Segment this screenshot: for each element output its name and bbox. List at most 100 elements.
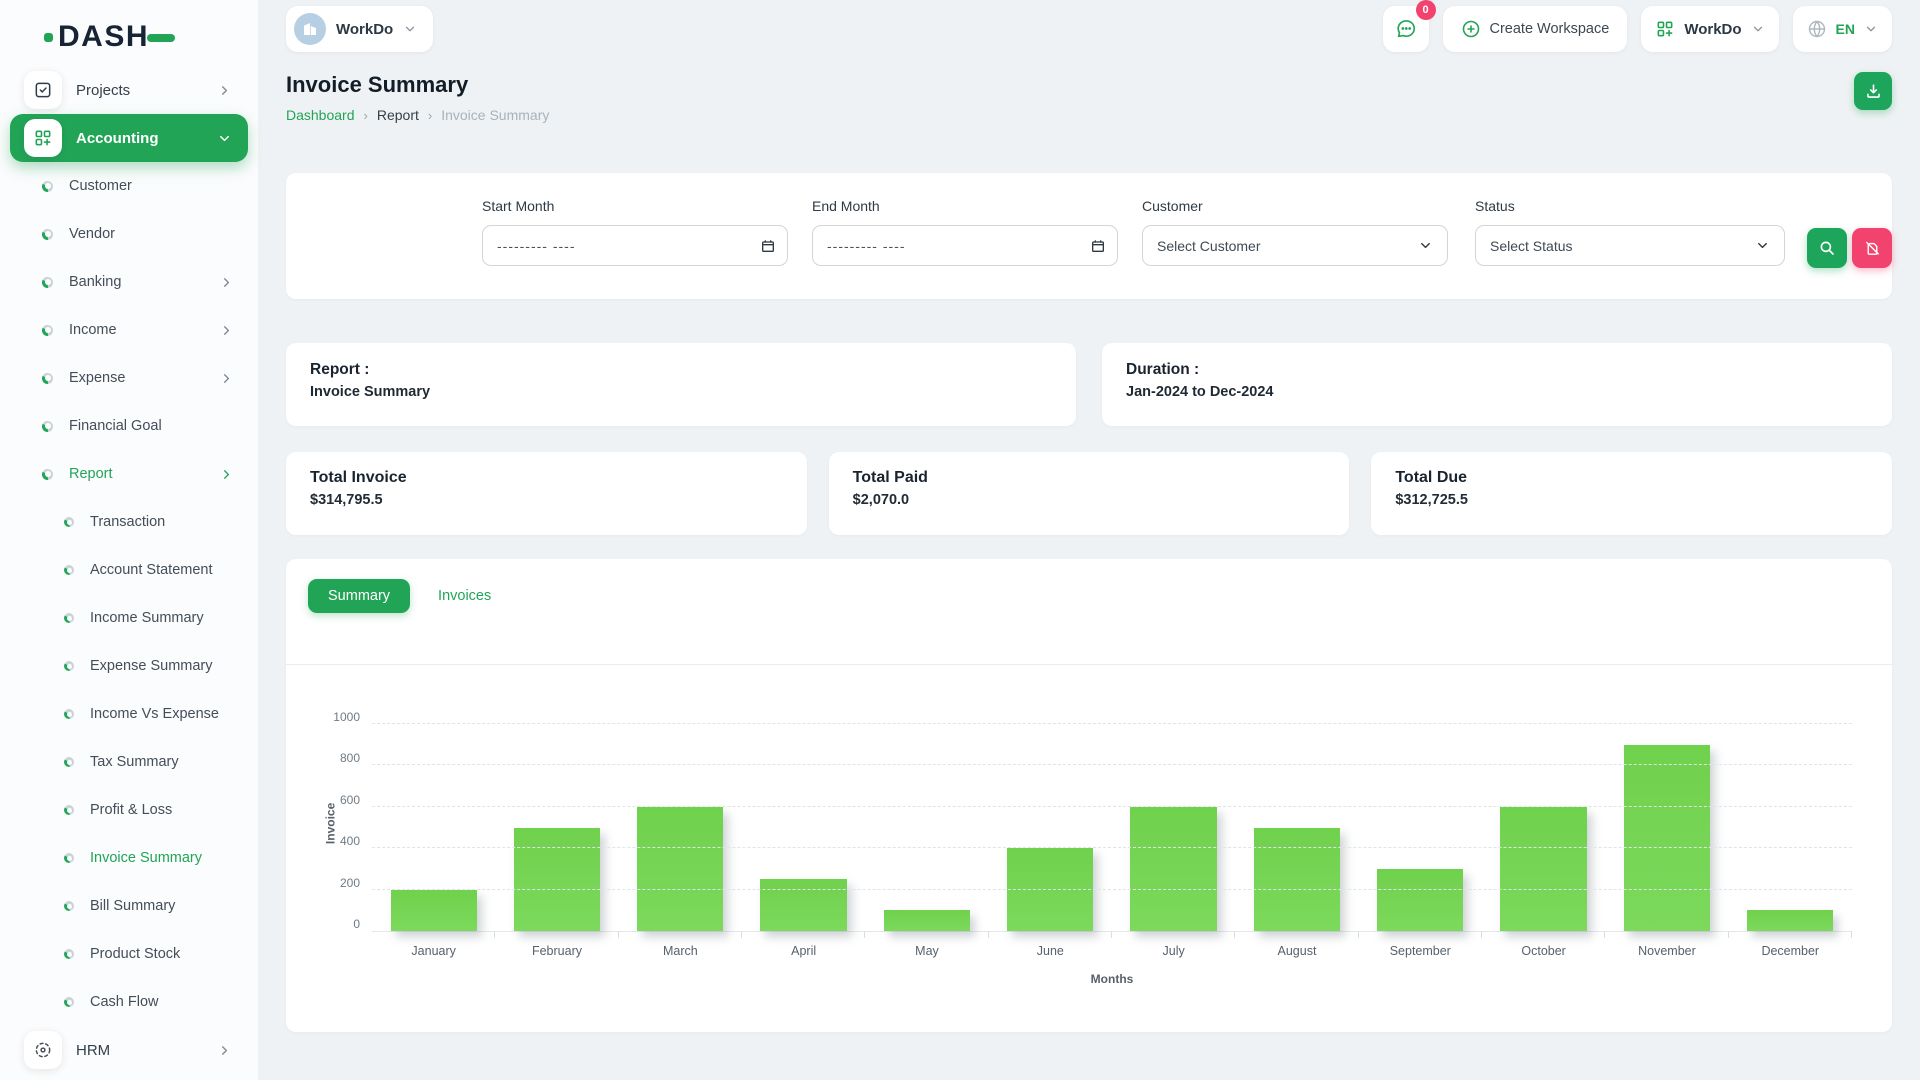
chevron-right-icon <box>219 275 234 290</box>
chevron-right-icon <box>219 467 234 482</box>
x-axis-label: November <box>1638 944 1696 958</box>
page-title: Invoice Summary <box>286 72 469 97</box>
bar-march[interactable] <box>637 806 724 931</box>
sidebar-item-product-stock[interactable]: Product Stock <box>0 930 258 978</box>
workdo-menu[interactable]: WorkDo <box>1641 6 1779 52</box>
info-cards: Report : Invoice Summary Duration : Jan-… <box>286 343 1892 426</box>
chart-slot-may: May <box>865 725 989 958</box>
chart-slot-june: June <box>989 725 1113 958</box>
duration-info-label: Duration : <box>1126 361 1200 378</box>
main-content: WorkDo 0 Create Workspace WorkDo <box>258 0 1920 1080</box>
create-workspace-button[interactable]: Create Workspace <box>1442 6 1628 52</box>
chevron-right-icon <box>217 83 232 98</box>
workspace-selector[interactable]: WorkDo <box>286 6 434 52</box>
sidebar-item-customer[interactable]: Customer <box>0 162 258 210</box>
gridline <box>372 847 1852 849</box>
bar-april[interactable] <box>760 879 847 931</box>
duration-info-value: Jan-2024 to Dec-2024 <box>1126 384 1274 400</box>
x-axis-label: October <box>1521 944 1566 958</box>
bullet-icon <box>64 517 74 527</box>
bullet-icon <box>64 661 74 671</box>
x-axis-label: December <box>1761 944 1820 958</box>
bar-october[interactable] <box>1500 806 1587 931</box>
breadcrumb-item-dashboard[interactable]: Dashboard <box>286 107 355 123</box>
sidebar-item-hrm[interactable]: HRM <box>10 1026 248 1074</box>
chart-slot-november: November <box>1605 725 1729 958</box>
sidebar-item-account-statement[interactable]: Account Statement <box>0 546 258 594</box>
sidebar-item-label: Transaction <box>90 514 166 530</box>
sidebar-item-tax-summary[interactable]: Tax Summary <box>0 738 258 786</box>
stat-card-total-due: Total Due $312,725.5 <box>1371 452 1893 535</box>
gridline <box>372 888 1852 890</box>
y-axis-tick: 200 <box>339 875 360 890</box>
language-selector[interactable]: EN <box>1792 6 1892 52</box>
bullet-icon <box>42 468 53 480</box>
end-month-input[interactable] <box>812 225 1118 266</box>
tab-invoices[interactable]: Invoices <box>438 588 492 604</box>
stat-cards: Total Invoice $314,795.5 Total Paid $2,070.… <box>286 452 1893 535</box>
sidebar-item-label: Income Summary <box>90 610 204 626</box>
start-month-input[interactable] <box>482 225 788 266</box>
sidebar-item-label: Income <box>69 322 117 338</box>
status-select[interactable]: Select Status <box>1475 225 1785 266</box>
header-actions: 0 Create Workspace WorkDo EN <box>1382 0 1892 52</box>
chart-slot-july: July <box>1112 725 1236 958</box>
bar-august[interactable] <box>1253 827 1341 931</box>
app-logo[interactable]: DASH <box>0 0 258 56</box>
calendar-icon[interactable] <box>760 238 776 254</box>
messages-button[interactable]: 0 <box>1382 0 1436 52</box>
end-month-label: End Month <box>812 198 880 214</box>
sidebar-item-income-vs-expense[interactable]: Income Vs Expense <box>0 690 258 738</box>
chart-slot-march: March <box>619 725 743 958</box>
breadcrumb-item-report[interactable]: Report <box>376 107 419 123</box>
bar-may[interactable] <box>883 910 971 931</box>
sidebar-item-label: Customer <box>69 178 132 194</box>
chart-slot-january: January <box>372 725 496 958</box>
customer-select[interactable]: Select Customer <box>1142 225 1448 266</box>
bullet-icon <box>42 420 53 432</box>
sidebar-item-income[interactable]: Income <box>0 306 258 354</box>
sidebar-item-financial-goal[interactable]: Financial Goal <box>0 402 258 450</box>
sidebar-item-report[interactable]: Report <box>0 450 258 498</box>
sidebar-item-projects[interactable]: Projects <box>10 66 248 114</box>
tab-summary[interactable]: Summary <box>308 579 411 613</box>
top-header: WorkDo 0 Create Workspace WorkDo <box>286 0 1892 58</box>
sidebar-item-transaction[interactable]: Transaction <box>0 498 258 546</box>
apply-filter-button[interactable] <box>1807 228 1847 268</box>
x-axis-label: February <box>531 944 582 958</box>
x-axis-title: Months <box>1090 972 1134 986</box>
sidebar-item-income-summary[interactable]: Income Summary <box>0 594 258 642</box>
sidebar-item-accounting[interactable]: Accounting <box>10 114 248 162</box>
logo-dot-icon <box>44 32 53 42</box>
tabs-divider <box>286 664 1892 665</box>
sidebar-item-expense[interactable]: Expense <box>0 354 258 402</box>
status-select-value: Select Status <box>1490 237 1573 254</box>
reset-filter-button[interactable] <box>1852 228 1892 268</box>
sidebar-item-vendor[interactable]: Vendor <box>0 210 258 258</box>
sidebar-item-expense-summary[interactable]: Expense Summary <box>0 642 258 690</box>
y-axis-tick: 1000 <box>333 710 360 724</box>
breadcrumb-item-invoice-summary: Invoice Summary <box>441 107 550 123</box>
x-axis-label: June <box>1036 944 1064 958</box>
sidebar-item-label: Invoice Summary <box>90 850 203 866</box>
bar-january[interactable] <box>390 889 477 931</box>
chart-plot-area: January February March April May June July Augu… <box>372 725 1853 958</box>
sidebar-item-profit-loss[interactable]: Profit & Loss <box>0 786 258 834</box>
sidebar-item-invoice-summary[interactable]: Invoice Summary <box>0 834 258 882</box>
calendar-icon[interactable] <box>1090 238 1106 254</box>
sidebar-item-cash-flow[interactable]: Cash Flow <box>0 978 258 1026</box>
bar-february[interactable] <box>513 827 601 931</box>
sidebar-item-label: Report <box>69 466 113 482</box>
status-label: Status <box>1475 198 1515 214</box>
workspace-avatar <box>294 13 326 45</box>
bar-july[interactable] <box>1130 806 1217 931</box>
bar-september[interactable] <box>1377 868 1464 931</box>
download-button[interactable] <box>1854 72 1892 110</box>
bar-december[interactable] <box>1747 910 1834 931</box>
sidebar-item-bill-summary[interactable]: Bill Summary <box>0 882 258 930</box>
sidebar-item-banking[interactable]: Banking <box>0 258 258 306</box>
bar-november[interactable] <box>1623 744 1711 931</box>
filter-panel: Start Month End Month Customer Select Cu… <box>286 173 1892 299</box>
bullet-icon <box>42 276 53 288</box>
create-workspace-label: Create Workspace <box>1489 21 1610 37</box>
